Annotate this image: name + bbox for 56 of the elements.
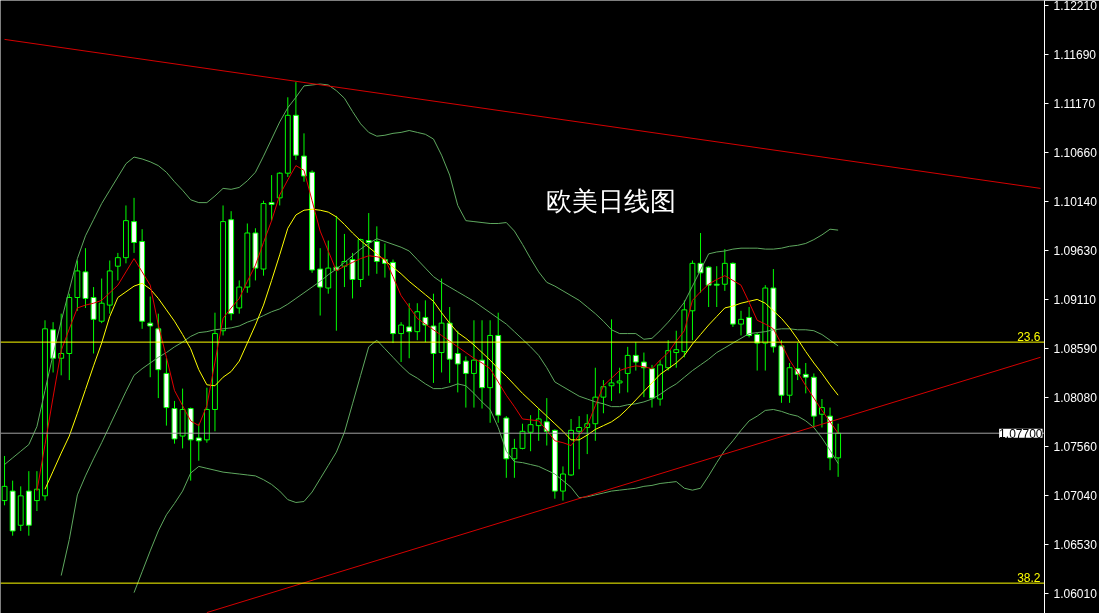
candlestick [560,465,566,502]
candlestick [519,423,526,450]
annotation: 23.6 [1017,330,1041,345]
candlestick [624,346,631,393]
annotation: 38.2 [1017,571,1041,586]
y-tick-label: 1.08080 [1053,390,1098,405]
candlestick [705,265,712,308]
candlestick [462,355,469,409]
text: 欧美日线图 [545,185,676,216]
line-series [60,238,839,577]
candlestick [114,252,121,281]
candlestick [511,438,518,479]
candlestick [527,414,534,452]
candlestick [98,278,105,324]
candlestick [543,397,550,447]
line-series [4,83,839,466]
candlestick [301,132,307,183]
candlestick [414,302,421,341]
y-tick-label: 1.11170 [1053,97,1096,112]
candlestick [713,265,720,308]
y-tick-label: 1.09110 [1053,292,1097,307]
candlestick [406,302,413,359]
candlestick [802,362,809,394]
y-tick-label: 1.07040 [1053,489,1098,504]
candlestick [746,306,753,338]
candlestick [471,319,477,409]
y-tick-label: 1.10660 [1053,145,1098,160]
y-tick-label: 1.09630 [1053,243,1098,258]
candlestick [398,321,405,363]
ref-line-label: 1.07700 [999,426,1043,441]
candlestick [632,341,639,372]
candlestick [325,240,332,295]
y-tick-label: 1.07560 [1053,439,1098,454]
candlestick [608,318,615,402]
candlestick [738,310,744,336]
candlestick [721,248,728,292]
candlestick [616,367,623,394]
y-tick-label: 1.06530 [1053,537,1098,552]
line-series [133,339,839,594]
y-tick-label: 1.12210 [1053,0,1098,13]
candlestick [131,197,137,254]
candlestick [195,423,202,462]
candlestick [576,415,583,470]
y-tick-label: 1.08590 [1053,342,1098,357]
y-tick-label: 1.10140 [1053,195,1098,210]
candlestick [673,330,680,369]
candlestick [33,470,40,512]
candlestick [147,296,154,378]
y-tick-label: 1.06010 [1053,587,1098,602]
candlestick [665,339,672,372]
candlestick [236,279,243,315]
candlestick [268,174,275,222]
candlestick [317,247,324,317]
candlestick [600,379,607,414]
y-tick-label: 1.11690 [1053,48,1097,63]
candlestick [454,330,461,393]
